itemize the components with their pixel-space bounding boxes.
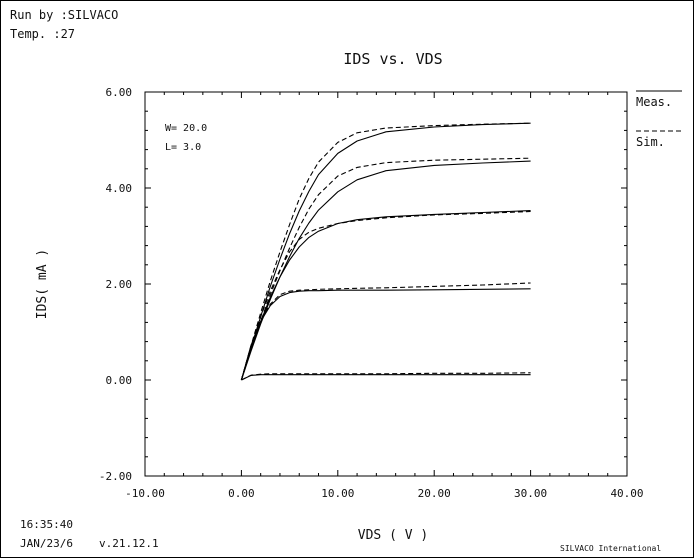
measured-curve-4	[240, 122, 531, 381]
x-tick-label: 40.00	[610, 487, 643, 500]
y-tick-label: 6.00	[106, 86, 133, 99]
w-annotation: W= 20.0	[165, 123, 207, 134]
x-tick-label: 30.00	[514, 487, 547, 500]
simulated-curve-3	[240, 157, 531, 381]
x-tick-label: 10.00	[321, 487, 354, 500]
l-annotation: L= 3.0	[165, 142, 201, 153]
plot-area	[144, 91, 628, 477]
simulated-curve-4	[240, 122, 531, 381]
temperature-label: Temp. :27	[10, 27, 76, 41]
timestamp-date: JAN/23/6	[20, 537, 73, 550]
y-tick-label: -2.00	[99, 470, 132, 483]
legend-meas-label: Meas.	[636, 95, 672, 109]
chart-title: IDS vs. VDS	[343, 50, 442, 68]
measured-curve-0	[241, 374, 531, 381]
x-tick-label: 0.00	[228, 487, 255, 500]
y-axis-label: IDS( mA )	[35, 249, 50, 319]
company-label: SILVACO International	[560, 544, 662, 553]
series-layer	[240, 122, 531, 381]
measured-curve-2	[240, 210, 531, 381]
run-by-label: Run by :SILVACO	[10, 8, 119, 22]
measured-curve-1	[240, 288, 531, 381]
simulated-curve-2	[240, 210, 531, 381]
x-axis-label: VDS ( V )	[358, 528, 428, 543]
axes: -10.00 0.00 10.00 20.00 30.00 40.00 -2.00 0.00 2…	[99, 86, 644, 500]
version-label: v.21.12.1	[99, 537, 159, 550]
measured-curve-3	[240, 160, 531, 381]
x-tick-label: 20.00	[418, 487, 451, 500]
y-tick-label: 0.00	[106, 374, 133, 387]
y-tick-label: 4.00	[106, 182, 133, 195]
simulated-curve-0	[241, 372, 531, 381]
simulated-curve-1	[240, 282, 531, 381]
y-tick-label: 2.00	[106, 278, 133, 291]
timestamp-time: 16:35:40	[20, 518, 73, 531]
legend-sim-label: Sim.	[636, 135, 665, 149]
x-tick-label: -10.00	[125, 487, 165, 500]
